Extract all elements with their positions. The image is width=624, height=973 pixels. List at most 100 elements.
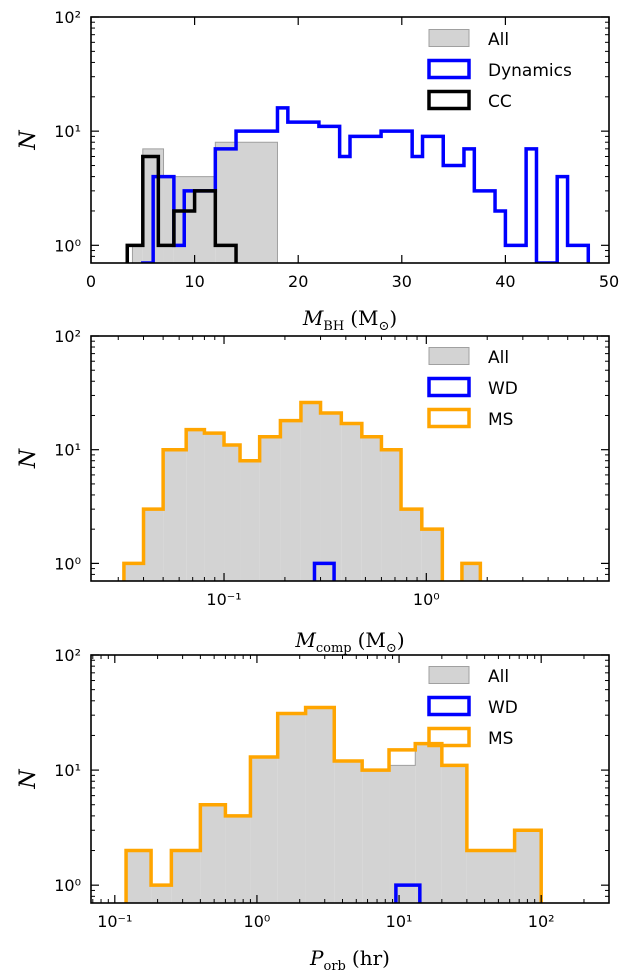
bar-all-10: [300, 402, 321, 581]
series-cc-line: [125, 154, 238, 263]
legend-swatch-ms: [427, 726, 471, 748]
x-axis-label-main: P: [309, 946, 324, 970]
x-axis-label-main: M: [302, 306, 324, 330]
legend-label-all: All: [488, 30, 509, 50]
bar-all-13: [441, 765, 467, 903]
x-tick-label: 10: [184, 272, 204, 291]
x-tick-label: 30: [392, 272, 412, 291]
y-tick-label: 10¹: [54, 122, 81, 141]
y-axis: 10⁰ 10¹ 10²: [54, 8, 609, 264]
y-tick-label: 10¹: [54, 441, 81, 460]
plot-area: [124, 705, 543, 903]
x-axis: 0 10 20 30 40 50: [86, 17, 619, 291]
x-axis-label-unit-sub: ⊙: [378, 319, 389, 334]
x-tick-label: 10⁰: [244, 912, 271, 931]
bar-all-5: [215, 142, 278, 263]
legend-label-all: All: [488, 667, 509, 687]
x-tick-label: 10⁰: [413, 590, 440, 609]
bar-all-14: [466, 850, 515, 903]
legend: All WD MS: [427, 347, 518, 430]
bar-all-3: [163, 176, 174, 263]
series-dynamics-line: [141, 106, 591, 263]
legend-label-ms: MS: [488, 729, 513, 749]
x-tick-label: 10¹: [386, 912, 413, 931]
bar-all-12: [341, 423, 362, 581]
legend-label-dynamics: Dynamics: [488, 61, 572, 81]
bar-all-3: [163, 449, 187, 581]
legend-swatch-ms: [427, 407, 471, 429]
series-wd-line: [394, 883, 422, 903]
bar-all-4: [186, 429, 205, 581]
x-axis: 10⁻¹ 10⁰: [117, 336, 598, 609]
bar-all-12: [415, 743, 442, 903]
legend-swatch-wd: [427, 695, 471, 717]
y-axis: 10⁰ 10¹ 10²: [54, 327, 609, 582]
x-axis-label-unit-sub: ⊙: [386, 641, 397, 656]
x-axis-label-close: ): [397, 628, 405, 652]
bar-all-3: [171, 850, 201, 903]
bar-all-8: [259, 436, 281, 581]
bar-all-17: [461, 563, 481, 581]
x-tick-label: 10⁻¹: [97, 912, 132, 931]
bar-all-11: [389, 765, 416, 903]
x-axis-label-unit: (M: [358, 628, 386, 652]
x-axis-label-sub: comp: [316, 641, 352, 656]
bar-all-14: [381, 449, 402, 581]
legend: All Dynamics CC: [427, 29, 572, 112]
bar-all-9: [280, 420, 301, 581]
bar-all-15: [401, 509, 422, 581]
x-tick-label: 0: [86, 272, 96, 291]
y-tick-label: 10²: [54, 646, 81, 665]
x-tick-label: 40: [495, 272, 515, 291]
axes-frame: [90, 16, 610, 264]
bar-all-6: [250, 756, 278, 903]
bar-all-10: [362, 770, 390, 903]
bar-all-5: [204, 433, 225, 581]
plot-area: [125, 106, 591, 263]
legend-swatch-cc: [427, 89, 471, 111]
axes-frame: [90, 654, 610, 904]
legend-label-cc: CC: [488, 92, 512, 112]
bar-all-8: [305, 707, 335, 903]
x-axis-label: Porb (hr): [309, 946, 390, 973]
legend: All WD MS: [427, 666, 518, 749]
x-axis-label-close: ): [389, 306, 397, 330]
bar-all-1: [123, 563, 144, 581]
x-axis-label-sub: orb: [324, 959, 346, 973]
x-axis-label: Mcomp (M⊙): [294, 628, 404, 656]
bar-all-7: [240, 460, 260, 581]
x-tick-label: 10⁻¹: [206, 590, 241, 609]
bar-all-4: [200, 804, 226, 903]
legend-label-ms: MS: [488, 410, 513, 430]
y-tick-label: 10²: [54, 8, 81, 27]
legend-swatch-all: [428, 29, 470, 47]
y-tick-label: 10⁰: [54, 554, 81, 573]
legend-swatch-dynamics: [427, 58, 471, 80]
y-tick-label: 10⁰: [54, 236, 81, 255]
bar-all-5: [225, 815, 251, 903]
x-axis-label-unit: (hr): [352, 946, 390, 970]
legend-swatch-all: [428, 666, 470, 684]
bar-all-16: [421, 529, 443, 581]
y-axis-label: N: [16, 769, 41, 790]
plot-area: [122, 400, 483, 581]
x-axis-label-sub: BH: [323, 319, 344, 334]
x-tick-label: 20: [288, 272, 308, 291]
y-axis-label: N: [16, 130, 41, 151]
y-axis: 10⁰ 10¹ 10²: [54, 646, 609, 904]
y-axis-label: N: [16, 448, 41, 469]
series-ms-line: [124, 705, 543, 903]
legend-label-all: All: [488, 348, 509, 368]
series-wd-line: [312, 561, 336, 581]
x-tick-label: 10²: [528, 912, 555, 931]
chart-panel-1: 10⁰ 10¹ 10² 0 10 20 30 40 50 N MBH (M⊙) All Dynamics C…: [16, 8, 619, 334]
bar-all-2: [151, 885, 172, 903]
bar-all-2: [143, 509, 164, 581]
y-tick-label: 10¹: [54, 761, 81, 780]
bar-all-1: [126, 850, 152, 903]
y-tick-label: 10²: [54, 327, 81, 346]
y-tick-label: 10⁰: [54, 876, 81, 895]
x-axis: 10⁻¹ 10⁰ 10¹ 10²: [92, 655, 585, 931]
bar-all-6: [224, 444, 241, 581]
axes-frame: [90, 335, 610, 582]
